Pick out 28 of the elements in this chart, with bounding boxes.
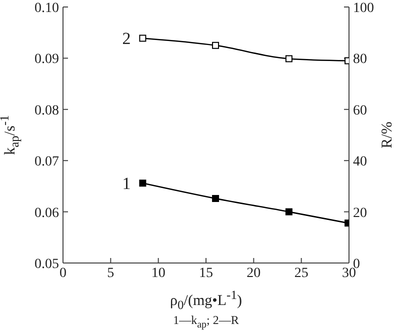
point xyxy=(285,208,292,216)
x-tick-label: 0 xyxy=(60,266,66,281)
series-label: 2 xyxy=(122,29,131,48)
x-tick-label: 25 xyxy=(294,266,308,281)
point xyxy=(212,194,220,202)
point xyxy=(212,42,220,49)
text: 1—k$_{ap}$; 2—R xyxy=(173,313,239,330)
series-label: 1 xyxy=(122,174,131,194)
x-tick-label: 20 xyxy=(246,266,261,281)
y2-axis-title: R/% xyxy=(380,122,396,148)
x-tick-label: 15 xyxy=(199,266,213,281)
y-tick-label: 0.05 xyxy=(34,256,59,272)
x-tick-label: 5 xyxy=(107,266,114,281)
point xyxy=(139,34,146,42)
point xyxy=(285,55,292,62)
y2-tick-label: 80 xyxy=(353,52,367,68)
y2-tick-label: 40 xyxy=(353,154,367,170)
x-tick-label: 10 xyxy=(151,266,166,281)
y-tick-label: 0.08 xyxy=(34,103,59,118)
x-axis-title: ρ$_{0}$/(mg•L$^{-1}$) xyxy=(169,288,243,313)
y-tick-label: 0.09 xyxy=(34,52,59,68)
y2-tick-label: 60 xyxy=(353,103,367,118)
y-tick-label: 0.06 xyxy=(34,206,59,221)
y-tick-label: 0.07 xyxy=(34,154,59,170)
point xyxy=(139,180,146,187)
y2-tick-label: 100 xyxy=(353,0,374,16)
y-tick-label: 0.10 xyxy=(34,0,59,16)
y2-tick-label: 20 xyxy=(353,206,367,221)
